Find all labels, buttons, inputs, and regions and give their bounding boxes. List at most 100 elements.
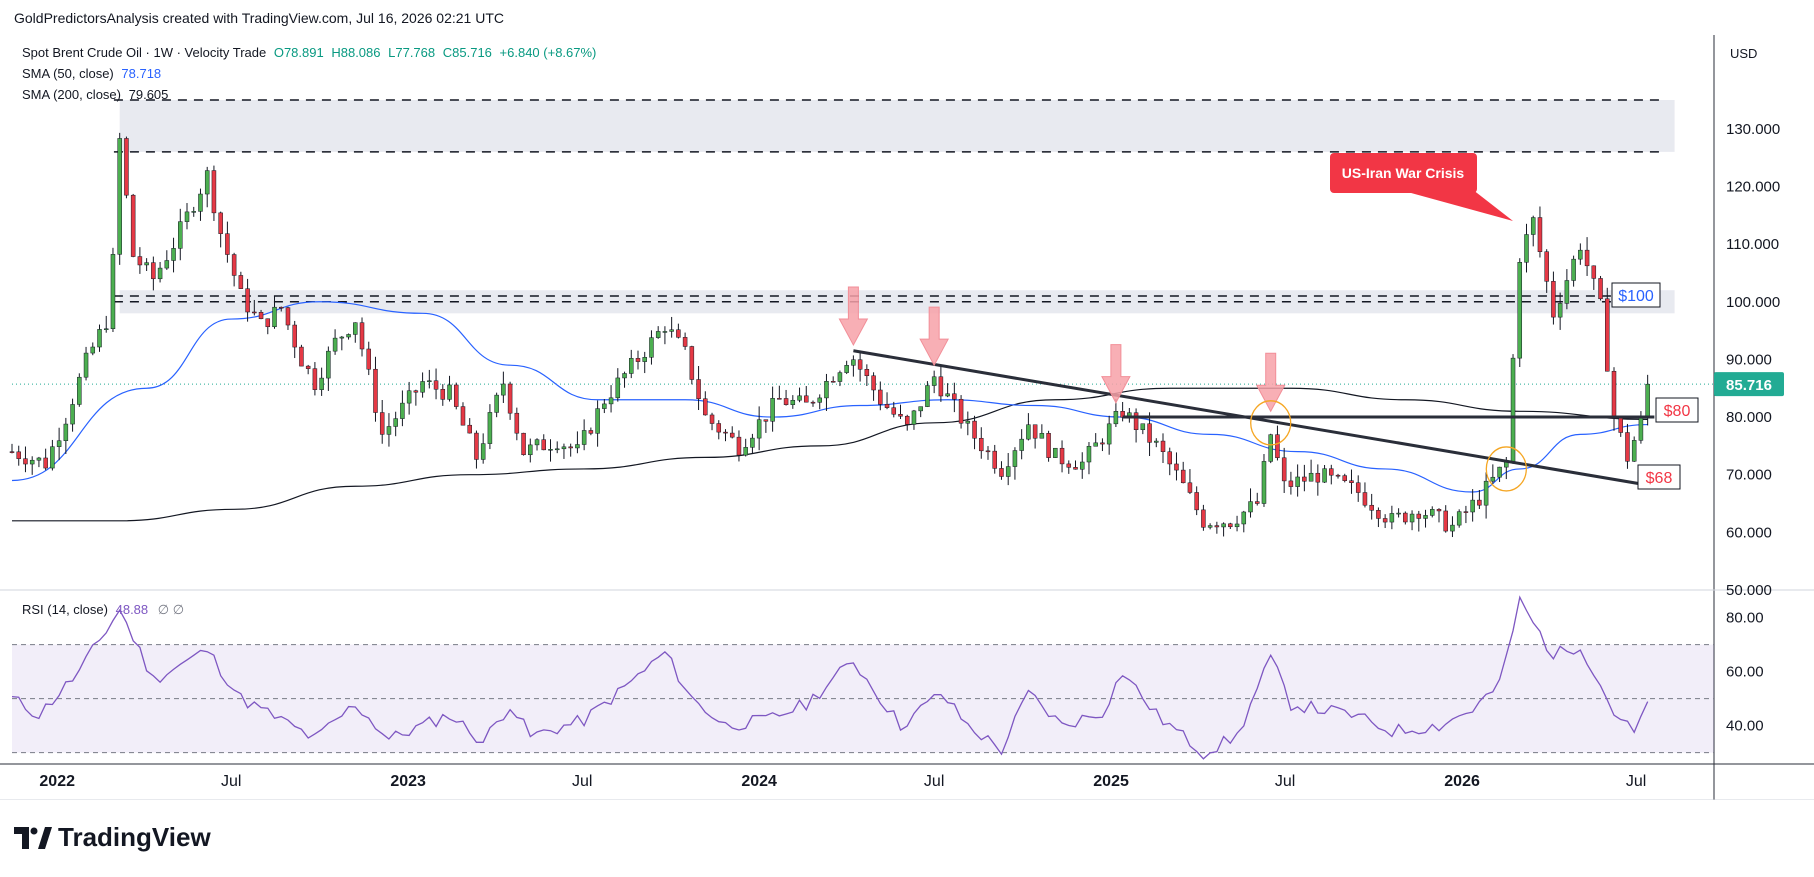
candle-body — [1228, 523, 1233, 528]
candle-body — [709, 414, 715, 424]
level-68-box — [1637, 464, 1681, 490]
candle-body — [164, 260, 170, 269]
candle-body — [635, 358, 641, 362]
candle-body — [824, 380, 829, 399]
candle-body — [1423, 515, 1428, 519]
candle-body — [770, 398, 775, 422]
x-tick-label: 2024 — [741, 773, 777, 790]
candle-body — [1187, 482, 1193, 493]
candle-body — [299, 346, 304, 367]
candle-body — [878, 389, 883, 405]
candle-body — [999, 468, 1004, 477]
ohlc-change: +6.840 (+8.67%) — [499, 45, 597, 60]
candle-body — [1113, 411, 1119, 425]
candle-body — [1261, 461, 1267, 504]
candle-body — [353, 322, 358, 335]
candle-body — [642, 357, 647, 362]
sma50-legend[interactable]: SMA (50, close) 78.718 — [22, 66, 161, 81]
candle-body — [413, 390, 419, 393]
y-tick-label: 120.000 — [1726, 178, 1780, 195]
callout-box — [1330, 153, 1477, 193]
candle-body — [797, 395, 802, 401]
candle-body — [622, 373, 627, 379]
x-tick-label: Jul — [924, 773, 944, 790]
candle-body — [729, 432, 735, 438]
rsi-tick-label: 40.00 — [1726, 718, 1764, 735]
candle-body — [278, 306, 284, 309]
candle-body — [157, 267, 163, 280]
candle-body — [682, 337, 688, 347]
rsi-legend[interactable]: RSI (14, close) 48.88 ∅ ∅ — [22, 602, 184, 618]
symbol-legend: Spot Brent Crude Oil · 1W · Velocity Tra… — [22, 45, 596, 60]
candle-body — [83, 352, 89, 378]
rsi-label: RSI (14, close) — [22, 602, 108, 617]
ohlc-low: L77.768 — [388, 45, 436, 60]
highlight-circle-0 — [1250, 400, 1292, 446]
currency-label[interactable]: USD — [1730, 46, 1758, 61]
candle-body — [1517, 262, 1523, 359]
candle-body — [1073, 467, 1078, 470]
candle-body — [1302, 476, 1307, 482]
candle-body — [972, 420, 977, 439]
candle-body — [191, 211, 196, 213]
candle-body — [292, 324, 297, 348]
x-tick-label: 2023 — [390, 773, 426, 790]
candle-body — [258, 312, 264, 319]
candle-body — [1100, 442, 1105, 445]
candle-body — [9, 451, 15, 453]
candle-body — [1147, 423, 1152, 443]
candle-body — [211, 170, 217, 214]
sma50-value: 78.718 — [121, 66, 162, 81]
candle-body — [1180, 469, 1186, 484]
x-tick-label: 2026 — [1444, 773, 1480, 790]
candle-body — [16, 451, 21, 459]
candle-body — [1093, 442, 1098, 447]
candle-body — [979, 437, 984, 452]
candle-body — [1369, 504, 1374, 511]
y-tick-label: 110.000 — [1726, 236, 1779, 253]
y-tick-label: 50.000 — [1726, 582, 1772, 599]
level-80-box — [1655, 397, 1699, 423]
candle-body — [460, 406, 466, 426]
candle-body — [1160, 440, 1166, 452]
candle-body — [534, 439, 540, 446]
x-tick-label: 2025 — [1093, 773, 1129, 790]
candle-body — [198, 193, 203, 212]
candle-body — [332, 337, 338, 352]
tradingview-logo-icon — [14, 826, 52, 849]
symbol-name: Spot Brent Crude Oil · 1W · Velocity Tra… — [22, 45, 267, 60]
candle-body — [918, 406, 923, 412]
candle-body — [716, 423, 722, 433]
candle-body — [595, 408, 600, 434]
candle-body — [1207, 525, 1213, 528]
candle-body — [528, 444, 533, 456]
level-80-label: $80 — [1664, 403, 1691, 420]
candle-body — [703, 398, 708, 416]
candle-body — [346, 334, 351, 338]
candle-body — [110, 254, 116, 329]
candle-body — [615, 377, 621, 399]
candle-body — [1329, 468, 1334, 476]
candle-body — [1221, 523, 1226, 528]
candle-body — [1234, 523, 1240, 528]
candle-body — [1631, 440, 1637, 462]
candle-body — [171, 248, 176, 261]
candle-body — [602, 403, 607, 409]
candle-body — [1557, 303, 1563, 318]
candle-body — [1194, 492, 1199, 511]
candle-body — [1571, 258, 1576, 281]
candle-body — [1598, 278, 1603, 300]
candle-body — [1032, 424, 1038, 439]
candle-body — [1645, 383, 1650, 419]
candle-body — [77, 376, 82, 405]
price-chart[interactable]: US-Iran War Crisis $100 $80 $68 130.000 120.0… — [0, 0, 1814, 800]
candle-body — [649, 337, 654, 358]
candle-body — [1315, 472, 1321, 483]
tradingview-wordmark: TradingView — [58, 822, 211, 852]
sma200-label: SMA (200, close) — [22, 87, 121, 102]
candle-body — [1005, 466, 1011, 477]
candle-body — [454, 384, 459, 407]
candle-body — [1308, 472, 1314, 482]
sma200-legend[interactable]: SMA (200, close) 79.605 — [22, 87, 168, 102]
candle-body — [487, 412, 493, 444]
